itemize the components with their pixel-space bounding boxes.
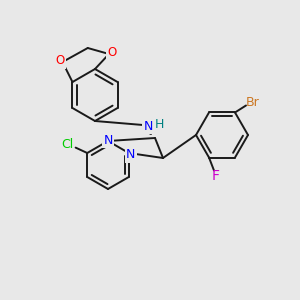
- Text: Cl: Cl: [61, 138, 74, 151]
- Text: H: H: [154, 118, 164, 130]
- Text: O: O: [56, 55, 65, 68]
- Text: Br: Br: [246, 96, 260, 109]
- Text: N: N: [126, 148, 136, 161]
- Text: N: N: [103, 134, 113, 146]
- Text: O: O: [107, 46, 117, 59]
- Text: N: N: [143, 119, 153, 133]
- Text: F: F: [212, 169, 220, 182]
